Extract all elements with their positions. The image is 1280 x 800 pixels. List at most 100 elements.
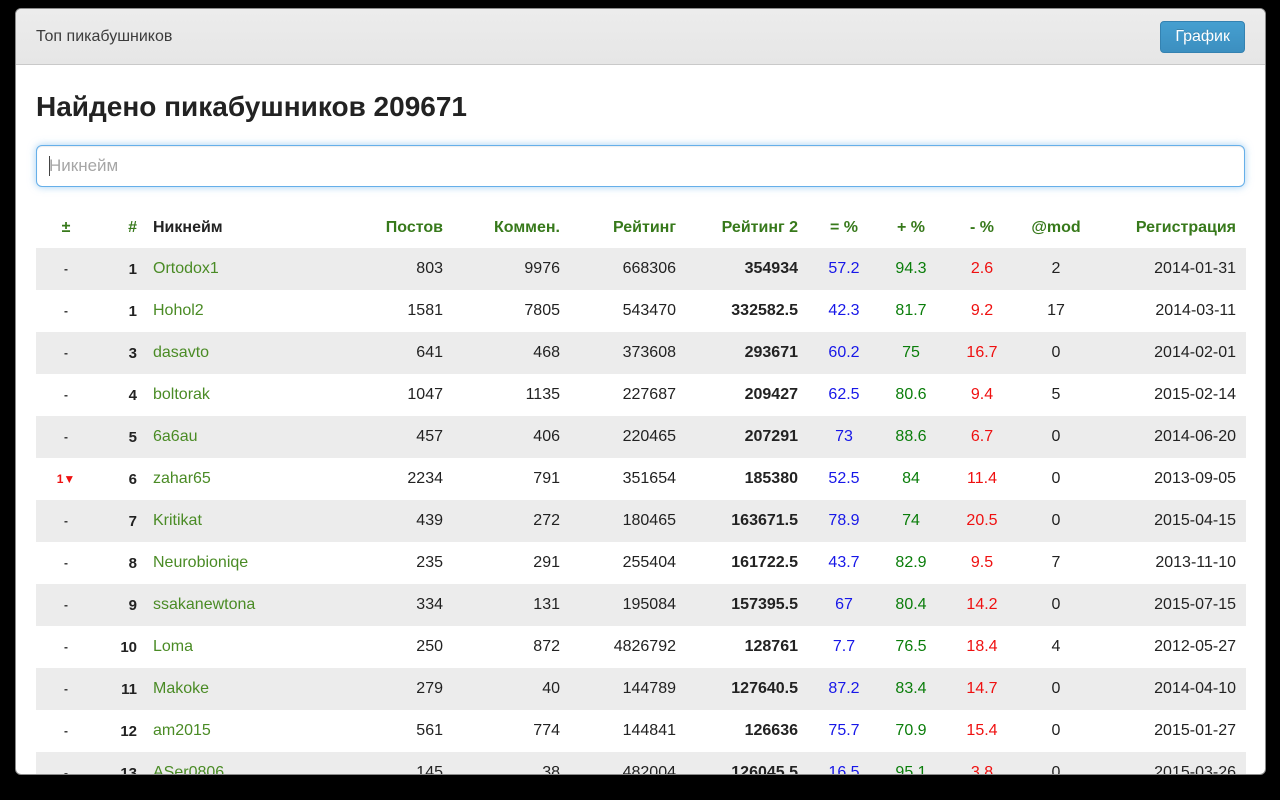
nickname-link[interactable]: ASer0806 (153, 764, 225, 775)
rating2-cell: 185380 (744, 470, 798, 487)
nickname-link[interactable]: Neurobioniqe (153, 554, 249, 571)
comments-cell: 468 (533, 344, 560, 361)
mod-cell: 0 (1051, 470, 1061, 487)
chart-button[interactable]: График (1160, 20, 1245, 53)
comments-cell: 9976 (524, 260, 560, 277)
nickname-link[interactable]: Makoke (153, 680, 210, 697)
col-plusminus[interactable]: ± (61, 218, 71, 236)
col-registration[interactable]: Регистрация (1135, 218, 1236, 236)
posts-cell: 334 (416, 596, 443, 613)
col-mod[interactable]: @mod (1031, 218, 1081, 236)
rating2-cell: 126636 (744, 722, 798, 739)
rating-cell: 195084 (622, 596, 676, 613)
rank-cell: 10 (120, 638, 137, 656)
nickname-link[interactable]: am2015 (153, 722, 211, 739)
table-row: - 11 Makoke 279 40 144789 127640.5 87.2 … (36, 668, 1246, 710)
nickname-link[interactable]: Loma (153, 638, 194, 655)
nickname-link[interactable]: Hohol2 (153, 302, 204, 319)
rank-change-cell: - (64, 724, 68, 738)
comments-cell: 291 (533, 554, 560, 571)
col-posts[interactable]: Постов (385, 218, 443, 236)
col-rating[interactable]: Рейтинг (612, 218, 676, 236)
posts-cell: 1581 (407, 302, 443, 319)
col-plus-pct[interactable]: + % (896, 218, 925, 236)
comments-cell: 774 (533, 722, 560, 739)
plus-pct-cell: 84 (902, 470, 920, 487)
rating2-cell: 293671 (744, 344, 798, 361)
text-caret (49, 156, 50, 176)
minus-pct-cell: 14.2 (966, 596, 998, 613)
mod-cell: 0 (1051, 680, 1061, 697)
search-input[interactable] (36, 145, 1245, 187)
nickname-link[interactable]: Ortodox1 (153, 260, 219, 277)
minus-pct-cell: 15.4 (966, 722, 998, 739)
nickname-link[interactable]: Kritikat (153, 512, 202, 529)
rank-cell: 6 (128, 470, 137, 488)
col-rank[interactable]: # (128, 218, 137, 236)
table-row: - 13 ASer0806 145 38 482004 126045.5 16.… (36, 752, 1246, 775)
rank-change-cell: - (64, 430, 68, 444)
rating2-cell: 157395.5 (731, 596, 798, 613)
table-row: - 1 Ortodox1 803 9976 668306 354934 57.2… (36, 248, 1246, 290)
plus-pct-cell: 76.5 (895, 638, 927, 655)
table-row: 1▼ 6 zahar65 2234 791 351654 185380 52.5… (36, 458, 1246, 500)
minus-pct-cell: 9.2 (970, 302, 994, 319)
equal-pct-cell: 43.7 (828, 554, 860, 571)
table-row: - 8 Neurobioniqe 235 291 255404 161722.5… (36, 542, 1246, 584)
minus-pct-cell: 20.5 (966, 512, 998, 529)
plus-pct-cell: 80.4 (895, 596, 927, 613)
registration-cell: 2015-07-15 (1154, 596, 1236, 613)
posts-cell: 457 (416, 428, 443, 445)
mod-cell: 0 (1051, 344, 1061, 361)
col-equal-pct[interactable]: = % (829, 218, 858, 236)
minus-pct-cell: 2.6 (970, 260, 994, 277)
app-window: Топ пикабушников График Найдено пикабушн… (15, 8, 1266, 775)
equal-pct-cell: 42.3 (828, 302, 860, 319)
rating-cell: 373608 (622, 344, 676, 361)
rank-change-cell: - (64, 682, 68, 696)
nickname-link[interactable]: 6a6au (153, 428, 198, 445)
nickname-link[interactable]: ssakanewtona (153, 596, 256, 613)
registration-cell: 2012-05-27 (1154, 638, 1236, 655)
posts-cell: 250 (416, 638, 443, 655)
equal-pct-cell: 62.5 (828, 386, 860, 403)
minus-pct-cell: 9.5 (970, 554, 994, 571)
rank-cell: 11 (121, 680, 137, 698)
nickname-cell: Neurobioniqe (147, 542, 359, 584)
rating-cell: 144789 (622, 680, 676, 697)
rating2-cell: 207291 (744, 428, 798, 445)
comments-cell: 1135 (525, 386, 560, 403)
equal-pct-cell: 87.2 (828, 680, 860, 697)
col-minus-pct[interactable]: - % (970, 218, 994, 236)
plus-pct-cell: 80.6 (895, 386, 927, 403)
plus-pct-cell: 95.1 (895, 764, 927, 775)
table-row: - 3 dasavto 641 468 373608 293671 60.2 7… (36, 332, 1246, 374)
posts-cell: 279 (416, 680, 443, 697)
equal-pct-cell: 73 (835, 428, 853, 445)
registration-cell: 2013-11-10 (1155, 554, 1236, 571)
nickname-cell: zahar65 (147, 458, 359, 500)
minus-pct-cell: 11.4 (967, 470, 997, 487)
col-comments[interactable]: Коммен. (493, 218, 560, 236)
rank-cell: 1 (128, 302, 137, 320)
rating-cell: 543470 (622, 302, 676, 319)
rank-change-cell: - (64, 388, 68, 402)
equal-pct-cell: 67 (835, 596, 853, 613)
rating-cell: 144841 (622, 722, 676, 739)
registration-cell: 2015-02-14 (1154, 386, 1236, 403)
posts-cell: 2234 (407, 470, 443, 487)
col-rating2[interactable]: Рейтинг 2 (721, 218, 798, 236)
comments-cell: 406 (533, 428, 560, 445)
rank-change-cell: 1▼ (56, 472, 76, 486)
nickname-cell: am2015 (147, 710, 359, 752)
rating2-cell: 161722.5 (731, 554, 798, 571)
table-row: - 12 am2015 561 774 144841 126636 75.7 7… (36, 710, 1246, 752)
nickname-link[interactable]: boltorak (153, 386, 210, 403)
nickname-cell: ASer0806 (147, 752, 359, 775)
nickname-link[interactable]: dasavto (153, 344, 210, 361)
nickname-link[interactable]: zahar65 (153, 470, 211, 487)
posts-cell: 439 (416, 512, 443, 529)
posts-cell: 561 (416, 722, 443, 739)
rating2-cell: 354934 (744, 260, 798, 277)
rank-change-cell: - (64, 556, 68, 570)
